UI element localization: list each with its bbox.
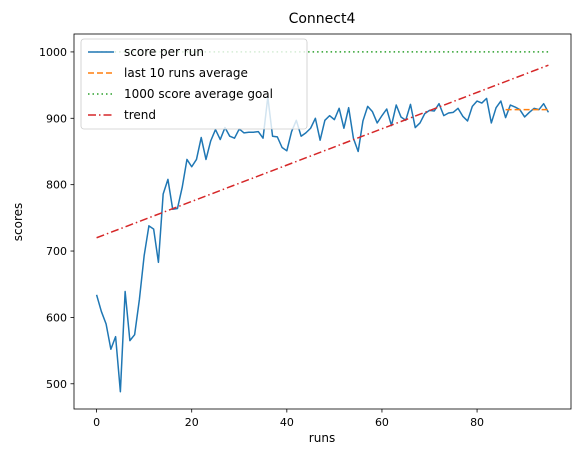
x-tick-label: 60 (375, 416, 389, 429)
y-tick-label: 500 (46, 378, 67, 391)
series-line-3 (96, 64, 549, 239)
chart-title: Connect4 (289, 11, 356, 27)
y-tick-label: 700 (46, 245, 67, 258)
series-line-0 (95, 96, 550, 393)
x-tick-label: 20 (185, 416, 199, 429)
y-tick-label: 900 (46, 112, 67, 125)
y-axis-label: scores (11, 203, 25, 242)
x-axis-label: runs (309, 431, 335, 445)
y-tick-label: 800 (46, 179, 67, 192)
legend-label: 1000 score average goal (124, 87, 273, 101)
y-tick-label: 1000 (39, 46, 67, 59)
y-tick-label: 600 (46, 311, 67, 324)
x-tick-label: 40 (280, 416, 294, 429)
axes: 0 20 40 60 80 500 600 700 800 900 1000 (39, 33, 572, 429)
legend-label: trend (124, 108, 156, 122)
x-tick-label: 0 (93, 416, 100, 429)
legend-box (80, 38, 308, 130)
legend: score per run last 10 runs average 1000 sc… (80, 38, 308, 130)
legend-label: score per run (124, 45, 204, 59)
series-layer (95, 51, 550, 393)
x-tick-label: 80 (470, 416, 484, 429)
legend-label: last 10 runs average (124, 66, 248, 80)
axes-frame (73, 33, 572, 410)
